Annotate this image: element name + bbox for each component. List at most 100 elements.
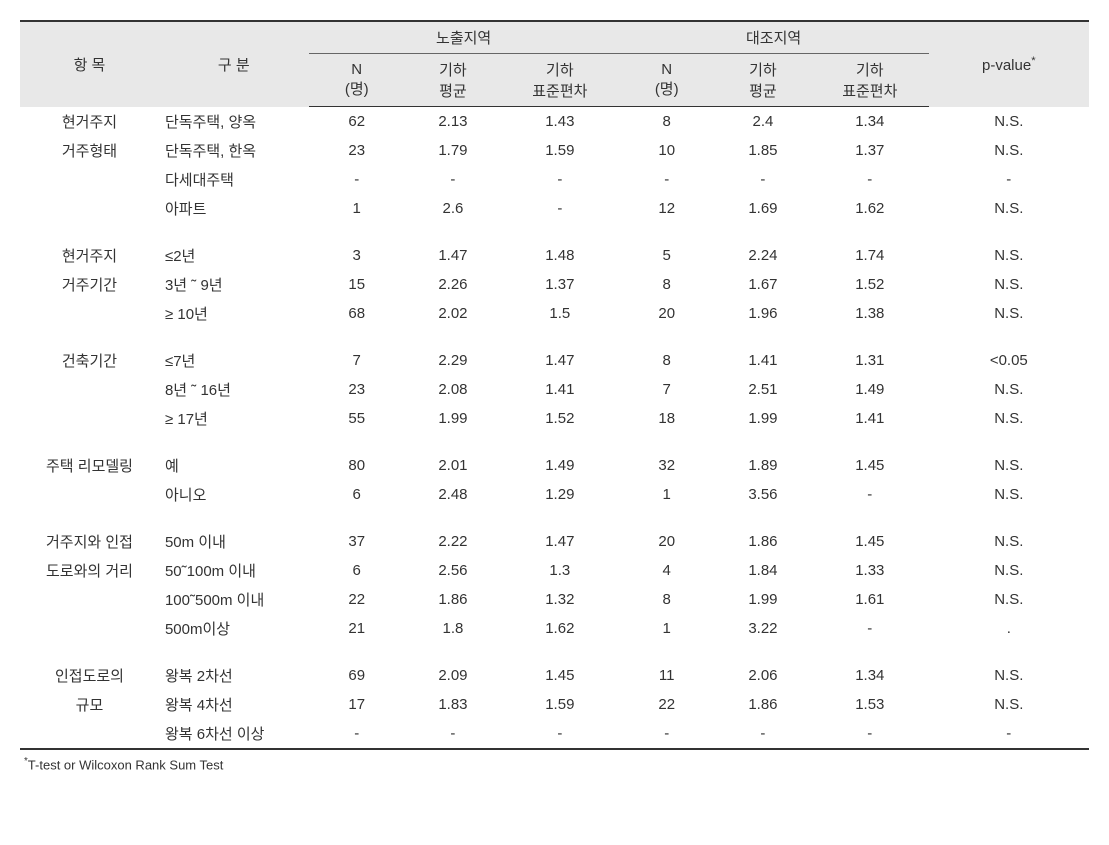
cell-m1: 2.26: [405, 270, 501, 299]
cell-m1: 1.99: [405, 404, 501, 433]
cell-n2: -: [619, 719, 715, 749]
cell-item: [20, 480, 159, 509]
cell-item: 거주지와 인접: [20, 527, 159, 556]
cell-s1: 1.47: [501, 527, 619, 556]
cell-s1: 1.47: [501, 346, 619, 375]
cell-gubun: 다세대주택: [159, 165, 309, 194]
cell-m2: 1.67: [715, 270, 811, 299]
cell-pvalue: -: [929, 165, 1089, 194]
cell-m2: 3.56: [715, 480, 811, 509]
cell-m2: 2.51: [715, 375, 811, 404]
cell-s1: 1.41: [501, 375, 619, 404]
cell-s2: 1.34: [811, 661, 929, 690]
cell-pvalue: N.S.: [929, 480, 1089, 509]
cell-pvalue: N.S.: [929, 404, 1089, 433]
header-mean2: 기하평균: [715, 54, 811, 107]
cell-item: [20, 719, 159, 749]
cell-m1: 2.48: [405, 480, 501, 509]
cell-n1: 1: [309, 194, 405, 223]
cell-m1: 2.29: [405, 346, 501, 375]
footnote: *T-test or Wilcoxon Rank Sum Test: [20, 750, 1089, 772]
table-row: [20, 509, 1089, 527]
cell-m2: 2.4: [715, 107, 811, 136]
cell-pvalue: N.S.: [929, 241, 1089, 270]
cell-m2: -: [715, 719, 811, 749]
cell-m2: 1.89: [715, 451, 811, 480]
cell-gubun: 단독주택, 한옥: [159, 136, 309, 165]
cell-m1: 2.09: [405, 661, 501, 690]
cell-n1: 80: [309, 451, 405, 480]
cell-item: [20, 299, 159, 328]
cell-s1: 1.3: [501, 556, 619, 585]
header-n2: N(명): [619, 54, 715, 107]
cell-m2: 1.96: [715, 299, 811, 328]
table-row: ≥ 17년551.991.52181.991.41N.S.: [20, 404, 1089, 433]
table-row: 규모왕복 4차선171.831.59221.861.53N.S.: [20, 690, 1089, 719]
cell-n2: 8: [619, 270, 715, 299]
table-row: 현거주지단독주택, 양옥622.131.4382.41.34N.S.: [20, 107, 1089, 136]
cell-n1: 62: [309, 107, 405, 136]
cell-s1: 1.59: [501, 136, 619, 165]
cell-item: 주택 리모델링: [20, 451, 159, 480]
cell-s2: 1.53: [811, 690, 929, 719]
cell-s1: 1.62: [501, 614, 619, 643]
cell-s2: -: [811, 165, 929, 194]
header-group-control: 대조지역: [619, 21, 929, 54]
cell-s1: -: [501, 194, 619, 223]
cell-s2: 1.38: [811, 299, 929, 328]
cell-s1: 1.37: [501, 270, 619, 299]
cell-n2: 1: [619, 480, 715, 509]
cell-m1: 2.08: [405, 375, 501, 404]
cell-s1: -: [501, 719, 619, 749]
cell-n2: 11: [619, 661, 715, 690]
cell-n1: -: [309, 165, 405, 194]
cell-s2: 1.45: [811, 527, 929, 556]
header-mean1: 기하평균: [405, 54, 501, 107]
cell-n2: 10: [619, 136, 715, 165]
cell-item: [20, 404, 159, 433]
cell-item: 거주기간: [20, 270, 159, 299]
spacer-cell: [20, 509, 1089, 527]
cell-m1: 2.13: [405, 107, 501, 136]
cell-s2: 1.62: [811, 194, 929, 223]
cell-s1: -: [501, 165, 619, 194]
cell-gubun: 아파트: [159, 194, 309, 223]
table-row: 현거주지≤2년31.471.4852.241.74N.S.: [20, 241, 1089, 270]
cell-m1: -: [405, 719, 501, 749]
table-row: 거주형태단독주택, 한옥231.791.59101.851.37N.S.: [20, 136, 1089, 165]
table-row: 거주지와 인접50m 이내372.221.47201.861.45N.S.: [20, 527, 1089, 556]
cell-gubun: 50m 이내: [159, 527, 309, 556]
cell-s2: 1.61: [811, 585, 929, 614]
cell-item: 현거주지: [20, 241, 159, 270]
cell-gubun: 8년 ˜ 16년: [159, 375, 309, 404]
cell-m1: 2.22: [405, 527, 501, 556]
spacer-cell: [20, 433, 1089, 451]
cell-gubun: ≤2년: [159, 241, 309, 270]
cell-item: [20, 614, 159, 643]
header-sd2: 기하표준편차: [811, 54, 929, 107]
cell-n2: 7: [619, 375, 715, 404]
cell-m2: 2.06: [715, 661, 811, 690]
cell-n2: 12: [619, 194, 715, 223]
table-row: 도로와의 거리50˜100m 이내62.561.341.841.33N.S.: [20, 556, 1089, 585]
table-row: 8년 ˜ 16년232.081.4172.511.49N.S.: [20, 375, 1089, 404]
cell-gubun: 왕복 2차선: [159, 661, 309, 690]
cell-s1: 1.29: [501, 480, 619, 509]
table-row: 500m이상211.81.6213.22-.: [20, 614, 1089, 643]
cell-gubun: ≤7년: [159, 346, 309, 375]
cell-s1: 1.48: [501, 241, 619, 270]
cell-n2: 20: [619, 527, 715, 556]
cell-gubun: 왕복 4차선: [159, 690, 309, 719]
table-row: 다세대주택-------: [20, 165, 1089, 194]
cell-n1: 15: [309, 270, 405, 299]
cell-m1: 1.86: [405, 585, 501, 614]
header-sd1: 기하표준편차: [501, 54, 619, 107]
cell-item: 규모: [20, 690, 159, 719]
cell-n2: -: [619, 165, 715, 194]
cell-gubun: ≥ 10년: [159, 299, 309, 328]
cell-n1: 23: [309, 375, 405, 404]
table-row: [20, 643, 1089, 661]
cell-gubun: 50˜100m 이내: [159, 556, 309, 585]
stats-table: 항 목 구 분 노출지역 대조지역 p-value* N(명) 기하평균 기하표…: [20, 20, 1089, 750]
cell-s2: 1.31: [811, 346, 929, 375]
